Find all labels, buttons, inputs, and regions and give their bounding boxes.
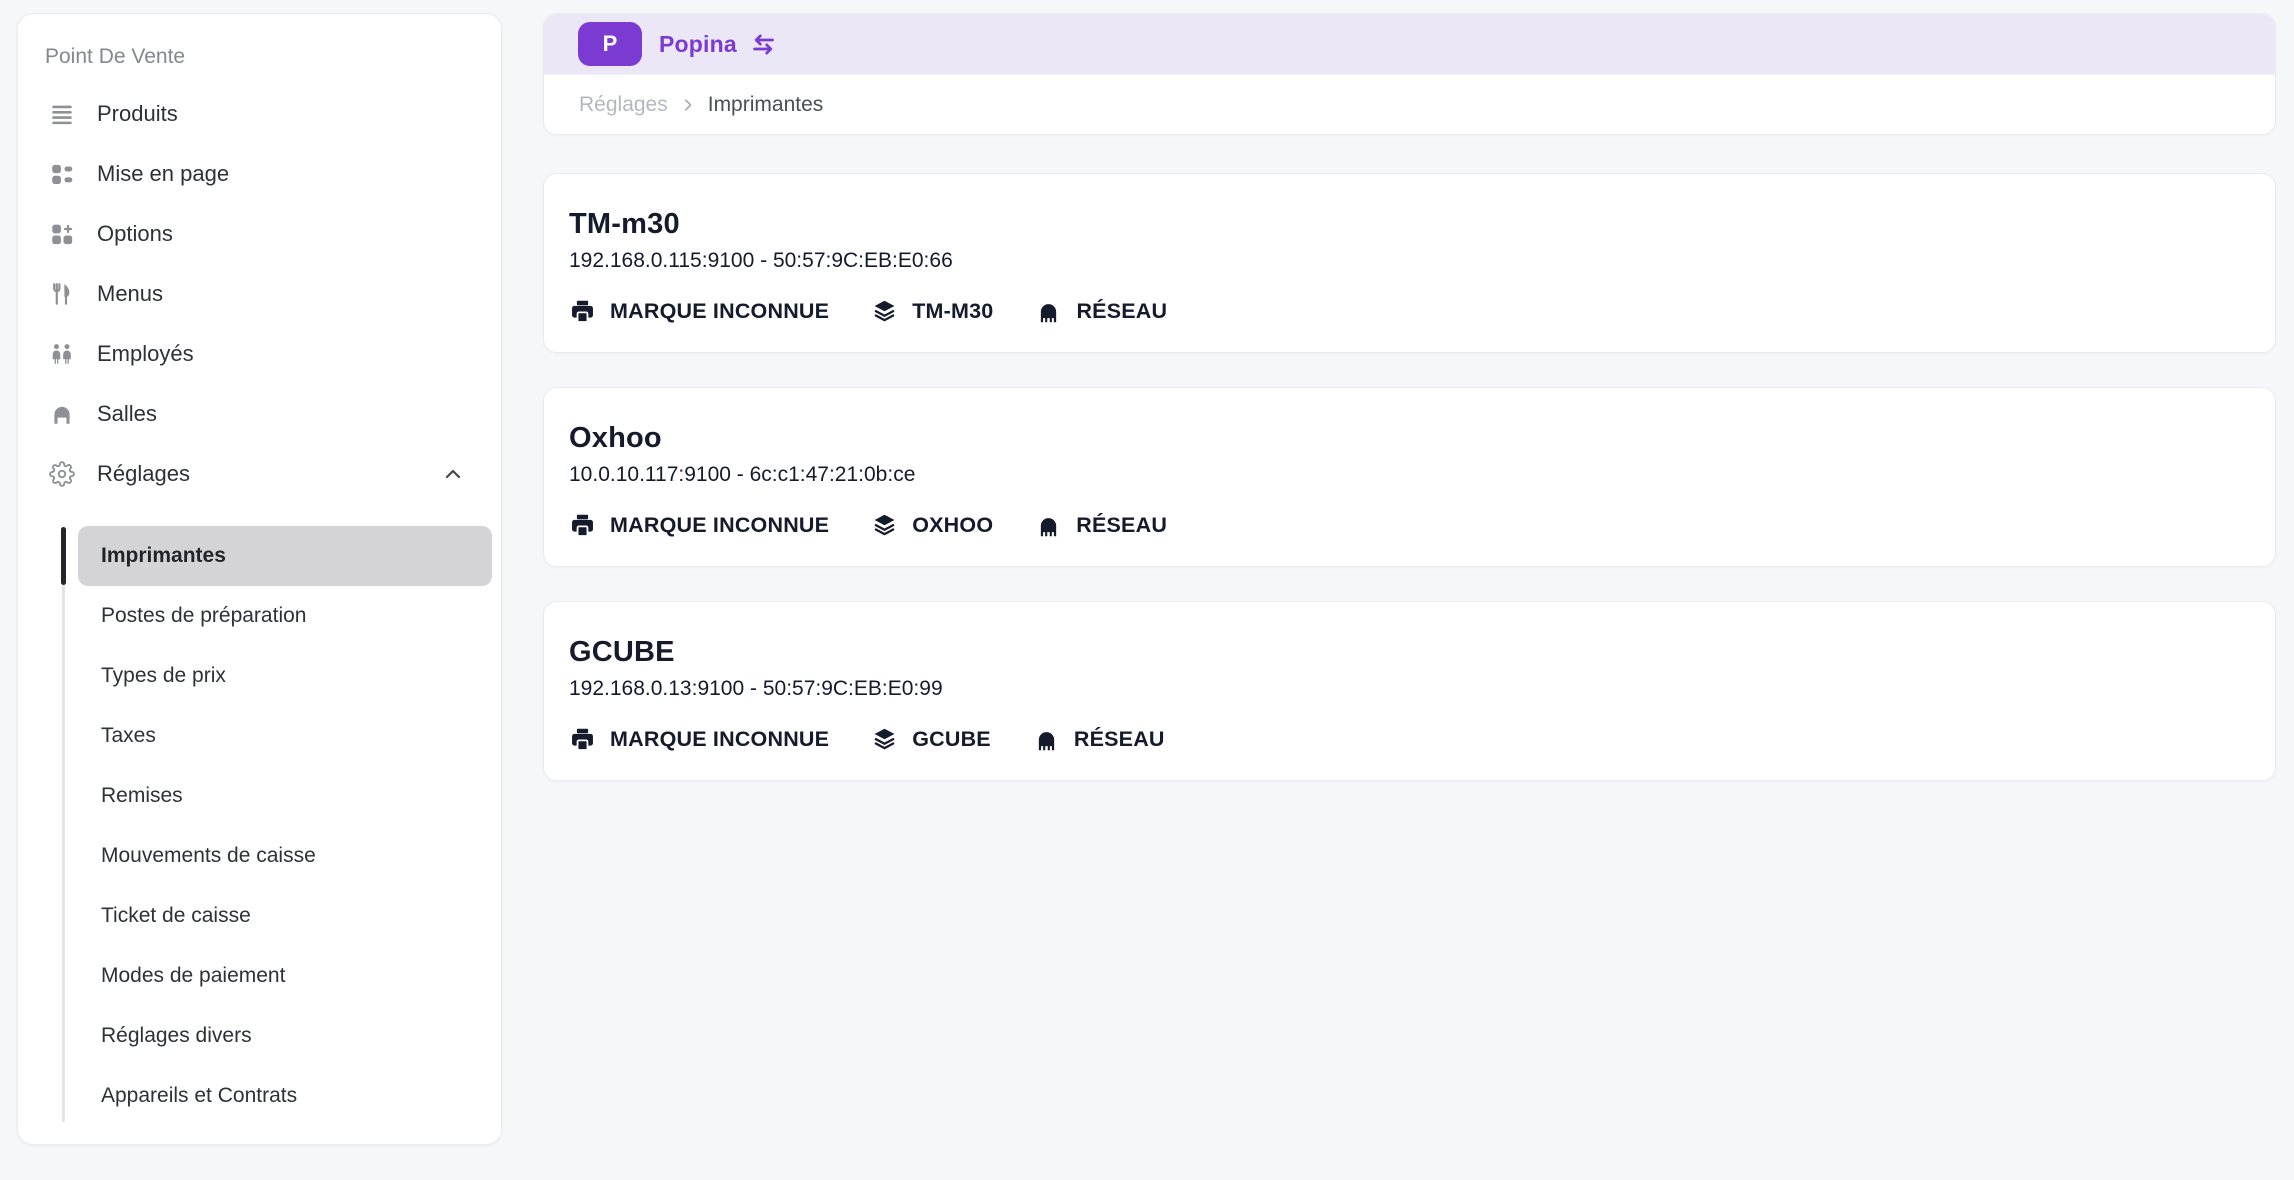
- brand-badge-label: MARQUE INCONNUE: [610, 727, 830, 751]
- connection-badge: RÉSEAU: [1035, 512, 1167, 539]
- breadcrumb: Réglages Imprimantes: [544, 74, 2275, 134]
- settings-submenu: Imprimantes Postes de préparation Types …: [18, 526, 501, 1126]
- model-badge-label: TM-M30: [912, 299, 994, 323]
- model-badge-label: OXHOO: [912, 513, 994, 537]
- connection-badge: RÉSEAU: [1035, 298, 1167, 325]
- printer-name: TM-m30: [569, 208, 680, 240]
- sidebar: Point De Vente Produits: [17, 13, 502, 1145]
- subitem-label: Ticket de caisse: [101, 904, 251, 927]
- submenu-track: [62, 530, 65, 1122]
- sidebar-subitem-ticket-de-caisse[interactable]: Ticket de caisse: [18, 886, 501, 946]
- model-badge: OXHOO: [871, 512, 993, 539]
- printer-card[interactable]: GCUBE 192.168.0.13:9100 - 50:57:9C:EB:E0…: [543, 601, 2276, 781]
- printer-badges: MARQUE INCONNUE TM-M30: [569, 298, 2275, 325]
- printer-address: 10.0.10.117:9100 - 6c:c1:47:21:0b:ce: [569, 463, 916, 486]
- layers-icon: [871, 298, 898, 325]
- subitem-label: Modes de paiement: [101, 964, 286, 987]
- subitem-label: Postes de préparation: [101, 604, 307, 627]
- brand-badge-label: MARQUE INCONNUE: [610, 299, 830, 323]
- network-plug-icon: [1033, 726, 1060, 753]
- model-badge-label: GCUBE: [912, 727, 991, 751]
- options-plus-icon: [49, 221, 75, 247]
- connection-badge-label: RÉSEAU: [1076, 299, 1168, 323]
- sidebar-subitem-remises[interactable]: Remises: [18, 766, 501, 826]
- sidebar-title: Point De Vente: [45, 45, 186, 68]
- sidebar-item-label: Menus: [97, 281, 164, 306]
- chevron-up-icon: [441, 462, 465, 486]
- chevron-right-icon: [679, 96, 697, 114]
- rows-icon: [49, 101, 75, 127]
- sidebar-item-menus[interactable]: Menus: [18, 264, 501, 324]
- subitem-label: Appareils et Contrats: [101, 1084, 298, 1107]
- printer-card[interactable]: Oxhoo 10.0.10.117:9100 - 6c:c1:47:21:0b:…: [543, 387, 2276, 567]
- sidebar-subitem-appareils-et-contrats[interactable]: Appareils et Contrats: [18, 1066, 501, 1126]
- sidebar-subitem-mouvements-de-caisse[interactable]: Mouvements de caisse: [18, 826, 501, 886]
- sidebar-item-reglages[interactable]: Réglages: [18, 444, 501, 504]
- printer-name: Oxhoo: [569, 422, 662, 454]
- submenu-active-indicator: [61, 527, 66, 585]
- sidebar-item-mise-en-page[interactable]: Mise en page: [18, 144, 501, 204]
- sidebar-subitem-imprimantes[interactable]: Imprimantes: [78, 526, 492, 586]
- breadcrumb-current: Imprimantes: [707, 93, 824, 116]
- connection-badge: RÉSEAU: [1033, 726, 1165, 753]
- subitem-label: Mouvements de caisse: [101, 844, 316, 867]
- subitem-label: Remises: [101, 784, 183, 807]
- gear-icon: [49, 461, 75, 487]
- model-badge: GCUBE: [871, 726, 991, 753]
- printer-address: 192.168.0.115:9100 - 50:57:9C:EB:E0:66: [569, 249, 953, 272]
- printer-icon: [569, 298, 596, 325]
- brand-badge: MARQUE INCONNUE: [569, 298, 829, 325]
- sidebar-subitem-postes-de-preparation[interactable]: Postes de préparation: [18, 586, 501, 646]
- brand-badge: MARQUE INCONNUE: [569, 512, 829, 539]
- sidebar-item-options[interactable]: Options: [18, 204, 501, 264]
- sidebar-item-salles[interactable]: Salles: [18, 384, 501, 444]
- subitem-label: Réglages divers: [101, 1024, 252, 1047]
- subitem-label: Types de prix: [101, 664, 226, 687]
- connection-badge-label: RÉSEAU: [1073, 727, 1165, 751]
- layers-icon: [871, 726, 898, 753]
- sidebar-item-label: Employés: [97, 341, 194, 366]
- store-switcher[interactable]: P Popina: [544, 14, 2275, 74]
- brand-badge: MARQUE INCONNUE: [569, 726, 829, 753]
- utensils-icon: [49, 281, 75, 307]
- sidebar-subitem-reglages-divers[interactable]: Réglages divers: [18, 1006, 501, 1066]
- store-name: Popina: [659, 30, 737, 57]
- printer-icon: [569, 512, 596, 539]
- chair-icon: [49, 401, 75, 427]
- layout-icon: [49, 161, 75, 187]
- subitem-label: Taxes: [101, 724, 156, 747]
- breadcrumb-parent[interactable]: Réglages: [579, 93, 668, 116]
- model-badge: TM-M30: [871, 298, 993, 325]
- sidebar-item-label: Salles: [97, 401, 157, 426]
- brand-badge-label: MARQUE INCONNUE: [610, 513, 830, 537]
- header-card: P Popina Réglages Imprimantes: [543, 13, 2276, 135]
- people-icon: [49, 341, 75, 367]
- sidebar-item-employes[interactable]: Employés: [18, 324, 501, 384]
- sidebar-item-label: Produits: [97, 101, 178, 126]
- printer-badges: MARQUE INCONNUE OXHOO: [569, 512, 2275, 539]
- sidebar-nav: Produits Mise en page: [18, 84, 501, 1126]
- printer-icon: [569, 726, 596, 753]
- sidebar-item-label: Mise en page: [97, 161, 230, 186]
- sidebar-item-label: Options: [97, 221, 173, 246]
- sidebar-item-produits[interactable]: Produits: [18, 84, 501, 144]
- subitem-label: Imprimantes: [101, 544, 226, 567]
- sidebar-subitem-taxes[interactable]: Taxes: [18, 706, 501, 766]
- printer-address: 192.168.0.13:9100 - 50:57:9C:EB:E0:99: [569, 677, 943, 700]
- printer-name: GCUBE: [569, 636, 675, 668]
- printer-badges: MARQUE INCONNUE GCUBE: [569, 726, 2275, 753]
- connection-badge-label: RÉSEAU: [1076, 513, 1168, 537]
- sidebar-subitem-modes-de-paiement[interactable]: Modes de paiement: [18, 946, 501, 1006]
- network-plug-icon: [1035, 512, 1062, 539]
- layers-icon: [871, 512, 898, 539]
- sidebar-item-label: Réglages: [97, 461, 190, 486]
- swap-arrows-icon[interactable]: [750, 31, 777, 58]
- main-content: P Popina Réglages Imprimantes: [543, 13, 2276, 781]
- sidebar-subitem-types-de-prix[interactable]: Types de prix: [18, 646, 501, 706]
- printer-card[interactable]: TM-m30 192.168.0.115:9100 - 50:57:9C:EB:…: [543, 173, 2276, 353]
- popina-logo: P: [578, 22, 642, 66]
- network-plug-icon: [1035, 298, 1062, 325]
